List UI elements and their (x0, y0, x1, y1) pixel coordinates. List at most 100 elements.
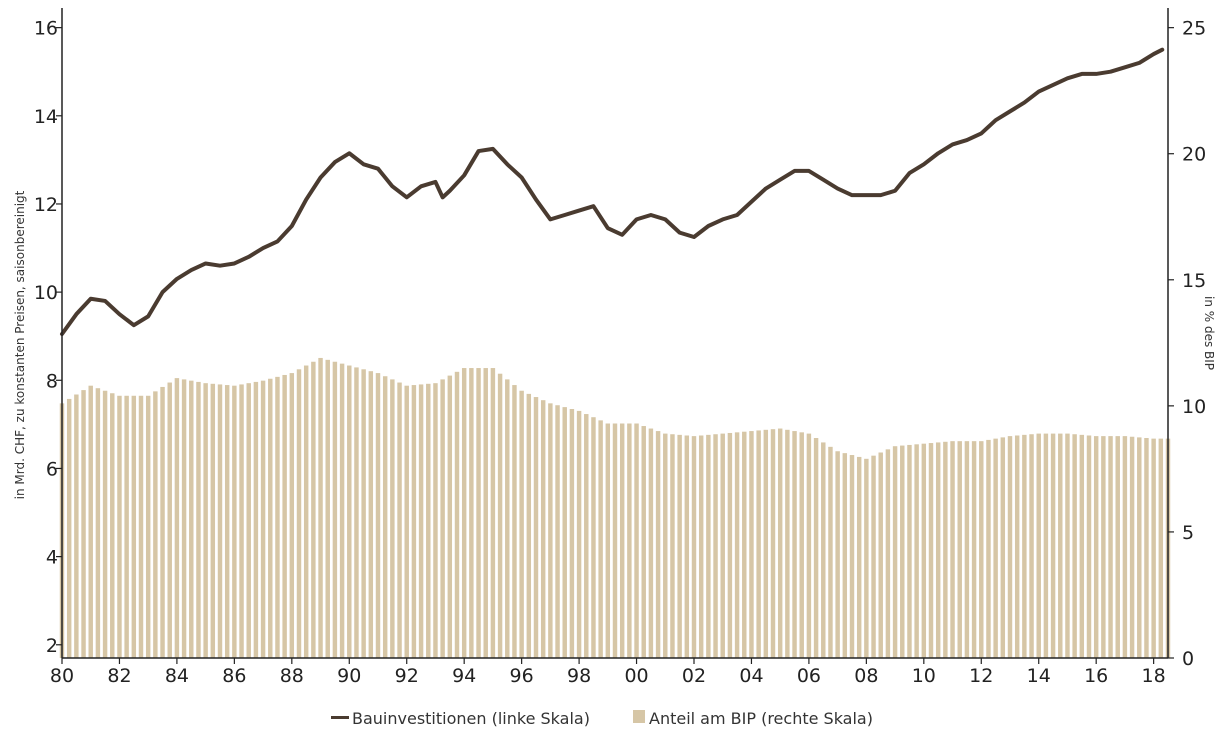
x-axis-ticks: 80 82 84 86 88 90 92 94 96 98 00 02 04 06 08 10 12 14 16 18 (50, 658, 1166, 687)
share-of-gdp-bar (1029, 434, 1034, 658)
x-tick-label: 04 (739, 665, 763, 687)
share-of-gdp-bar (950, 441, 955, 658)
share-of-gdp-bar (526, 393, 532, 658)
share-of-gdp-bar (1014, 435, 1020, 658)
share-of-gdp-bar (670, 434, 675, 658)
share-of-gdp-bar (375, 373, 381, 658)
share-of-gdp-bar (605, 423, 611, 658)
share-of-gdp-bar (433, 383, 438, 658)
share-of-gdp-bar (842, 453, 848, 658)
share-of-gdp-bar (770, 429, 776, 658)
share-of-gdp-bar (713, 434, 718, 658)
share-of-gdp-bar (957, 441, 962, 658)
x-tick-label: 06 (797, 665, 821, 687)
share-of-gdp-bar (232, 385, 237, 658)
share-of-gdp-bar (138, 395, 144, 658)
share-of-gdp-bar (540, 400, 546, 658)
share-of-gdp-bar (1072, 434, 1077, 658)
share-of-gdp-bar (548, 403, 553, 658)
share-of-gdp-bar (196, 381, 201, 658)
share-of-gdp-bar (253, 381, 259, 658)
share-of-gdp-bar (1137, 437, 1142, 658)
share-of-gdp-bar (145, 395, 151, 658)
share-of-gdp-bar (268, 378, 273, 658)
share-of-gdp-bar (979, 441, 984, 658)
right-tick-label: 10 (1182, 396, 1206, 418)
share-of-gdp-bar (1122, 436, 1128, 658)
share-of-gdp-bar (260, 380, 266, 658)
share-of-gdp-bar (167, 382, 172, 658)
share-of-gdp-bar (591, 417, 596, 658)
share-of-gdp-bar (1022, 434, 1027, 658)
right-axis-title: in % des BIP (1202, 296, 1216, 370)
share-of-gdp-bar (598, 420, 603, 658)
legend-bar-label: Anteil am BIP (rechte Skala) (649, 709, 873, 728)
share-of-gdp-bar (224, 385, 230, 658)
share-of-gdp-bar (569, 409, 575, 658)
share-of-gdp-bar (354, 367, 359, 658)
left-tick-label: 2 (46, 635, 58, 657)
x-tick-label: 88 (280, 665, 304, 687)
share-of-gdp-bar (332, 361, 338, 658)
share-of-gdp-bar (943, 441, 948, 658)
share-of-gdp-bar (88, 385, 93, 658)
share-of-gdp-bar (627, 423, 632, 658)
share-of-gdp-bar (555, 405, 560, 658)
share-of-gdp-bar (1050, 433, 1056, 658)
share-of-gdp-bar (397, 382, 402, 658)
right-axis-ticks: 0 5 10 15 20 25 (1168, 18, 1206, 670)
share-of-gdp-bar (347, 365, 352, 658)
share-of-gdp-bar (426, 383, 431, 658)
share-of-gdp-bar (1086, 435, 1092, 658)
share-of-gdp-bar (907, 444, 912, 658)
share-of-gdp-bar (117, 395, 122, 658)
share-of-gdp-bar (698, 435, 704, 658)
share-of-gdp-bar (885, 449, 891, 658)
share-of-gdp-bar (1144, 438, 1149, 658)
share-of-gdp-bar (390, 379, 395, 658)
share-of-gdp-bar (325, 359, 330, 658)
construction-investment-line (60, 47, 1165, 336)
share-of-gdp-bar (102, 390, 108, 658)
share-of-gdp-bar (303, 365, 309, 658)
share-of-gdp-bar (296, 369, 302, 658)
left-tick-label: 14 (34, 106, 58, 128)
share-of-gdp-bar (835, 451, 840, 658)
share-of-gdp-bar (382, 376, 388, 658)
share-of-gdp-bar (447, 375, 453, 658)
share-of-gdp-bar (684, 435, 690, 658)
share-of-gdp-bar (1101, 436, 1106, 658)
share-of-gdp-bar (131, 395, 137, 658)
share-of-gdp-bar (1093, 436, 1099, 658)
share-of-gdp-bar (66, 398, 72, 658)
share-of-gdp-bar (189, 380, 194, 658)
x-tick-label: 12 (969, 665, 993, 687)
legend-bar-swatch (633, 710, 645, 723)
share-of-gdp-bar (871, 455, 876, 658)
share-of-gdp-bar (821, 442, 826, 658)
left-tick-label: 12 (34, 194, 58, 216)
share-of-gdp-bar (339, 363, 345, 658)
x-tick-label: 90 (337, 665, 361, 687)
x-tick-label: 82 (107, 665, 131, 687)
share-of-gdp-bar (792, 431, 797, 658)
share-of-gdp-bar (275, 376, 280, 658)
share-of-gdp-bar (878, 452, 883, 658)
share-of-gdp-bar (706, 434, 711, 658)
x-tick-label: 14 (1027, 665, 1051, 687)
share-of-gdp-bar (663, 433, 668, 658)
share-of-gdp-bar (476, 368, 481, 658)
share-of-gdp-bar (160, 386, 165, 658)
left-axis-title: in Mrd. CHF, zu konstanten Preisen, sais… (13, 190, 27, 499)
share-of-gdp-bar (742, 431, 747, 658)
legend: Bauinvestitionen (linke Skala) Anteil am… (331, 709, 873, 728)
share-of-gdp-bar (153, 391, 158, 658)
share-of-gdp-bar (900, 445, 905, 658)
share-of-gdp-bar (1079, 434, 1085, 658)
share-of-gdp-bar (497, 373, 503, 658)
share-of-gdp-bar (1043, 433, 1049, 658)
share-of-gdp-bar (519, 390, 524, 658)
share-of-gdp-bar (282, 374, 287, 658)
share-of-gdp-bar (677, 434, 682, 658)
